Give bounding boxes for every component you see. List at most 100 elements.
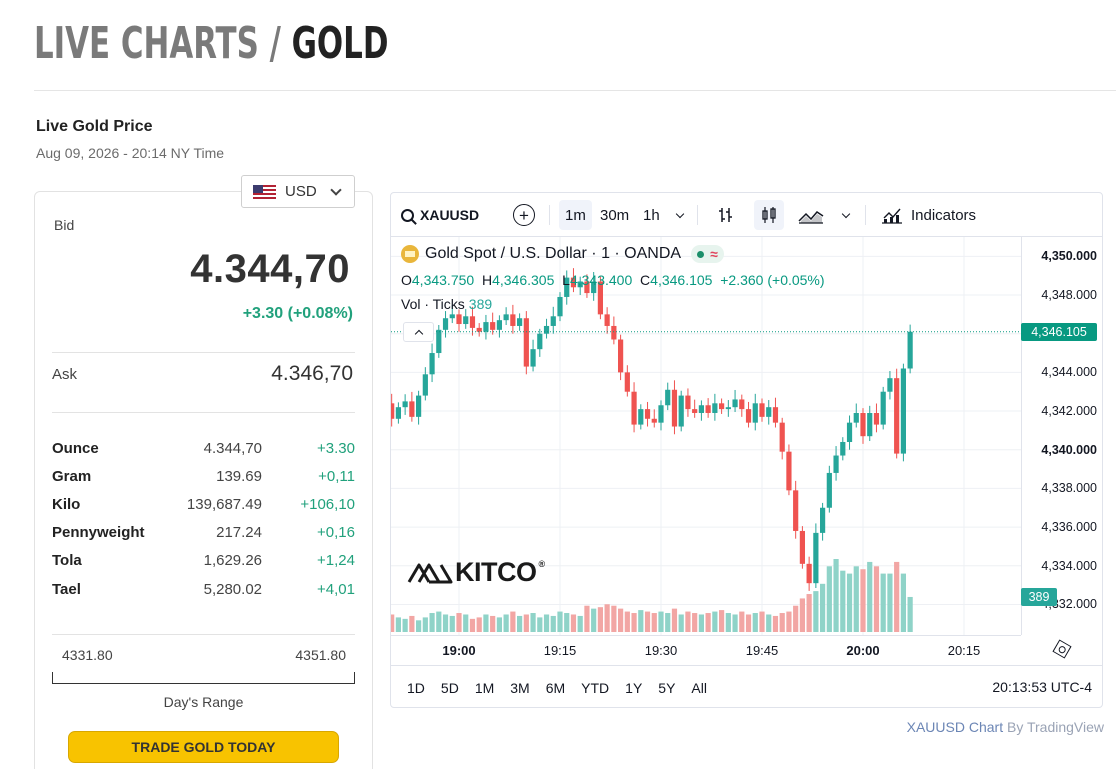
volume-bar — [725, 613, 731, 632]
candle — [766, 400, 772, 425]
candle-body — [692, 409, 698, 413]
candle — [584, 274, 590, 298]
indicators-button[interactable]: Indicators — [881, 200, 976, 230]
volume-bar — [644, 611, 651, 632]
range-tab-5d[interactable]: 5D — [440, 679, 459, 696]
volume-bar — [584, 605, 590, 632]
candle — [658, 400, 664, 431]
price-tick-label: 4,334.000 — [1041, 558, 1097, 573]
range-tab-3m[interactable]: 3M — [510, 679, 530, 696]
time-axis[interactable]: 19:00 19:15 19:30 19:45 20:00 20:15 — [391, 635, 1021, 665]
timeframe-30m[interactable]: 30m — [600, 206, 630, 224]
volume-bar — [665, 613, 671, 632]
timeframe-menu[interactable] — [673, 200, 687, 230]
bar-replay-button[interactable] — [711, 200, 741, 230]
candle — [833, 446, 839, 481]
volume-bar — [732, 614, 738, 632]
candle-body — [712, 403, 718, 413]
candle-body — [820, 507, 826, 533]
candle — [725, 400, 731, 417]
settings-icon[interactable] — [1052, 639, 1072, 659]
market-status-badge[interactable]: ≈ — [691, 245, 724, 263]
volume-bar — [813, 591, 819, 632]
tradingview-credit[interactable]: XAUUSD Chart By TradingView — [907, 719, 1104, 735]
candle-body — [799, 530, 805, 564]
candle-body — [523, 318, 529, 367]
candle-body — [476, 327, 482, 332]
unit-row-tola: Tola 1,629.26 +1,24 — [52, 547, 355, 575]
toolbar-divider — [697, 205, 698, 225]
live-price-timestamp: Aug 09, 2026 - 20:14 NY Time — [36, 145, 225, 161]
title-divider — [34, 90, 1116, 91]
range-tab-6m[interactable]: 6M — [545, 679, 566, 696]
candle — [449, 304, 455, 324]
candle — [564, 270, 570, 305]
candle-body — [638, 409, 644, 425]
candlestick-plot[interactable] — [391, 237, 1021, 635]
candle — [624, 365, 630, 397]
compare-symbol-button[interactable]: + — [513, 204, 535, 226]
range-tab-1d[interactable]: 1D — [407, 679, 425, 696]
candle-body — [719, 403, 725, 410]
bars-icon — [719, 208, 732, 222]
candles-chart-button[interactable] — [754, 200, 784, 230]
candle-body — [698, 405, 704, 413]
credit-by: By TradingView — [1006, 719, 1104, 735]
candle — [739, 394, 745, 417]
unit-name: Tael — [52, 580, 81, 598]
unit-change: +106,10 — [300, 495, 355, 513]
candle-body — [463, 316, 469, 325]
volume-bar — [517, 615, 523, 632]
candle-body — [517, 318, 523, 326]
candle-body — [766, 407, 772, 417]
candle — [651, 409, 657, 428]
candle — [523, 311, 529, 375]
volume-bar — [624, 611, 630, 632]
chevron-down-icon — [841, 209, 851, 218]
candle-body — [867, 412, 873, 437]
candle-body — [772, 407, 779, 423]
currency-select-value: USD — [285, 183, 317, 200]
candle-body — [813, 532, 819, 584]
candle — [759, 398, 765, 422]
volume-bar — [806, 594, 812, 632]
candle-body — [786, 451, 792, 491]
timeframe-1m[interactable]: 1m — [559, 200, 592, 230]
time-tick-label: 20:15 — [947, 643, 981, 658]
price-axis[interactable]: 4,350.0004,348.0004,346.0004,344.0004,34… — [1021, 237, 1103, 635]
candle — [638, 404, 644, 430]
currency-select[interactable]: USD — [241, 175, 355, 208]
range-tab-1y[interactable]: 1Y — [625, 679, 643, 696]
legend-collapse-button[interactable] — [403, 322, 434, 342]
unit-change: +0,16 — [317, 524, 355, 542]
volume-bar — [772, 615, 779, 632]
chart-type-menu[interactable] — [839, 200, 853, 230]
candle — [692, 399, 698, 418]
range-tab-all[interactable]: All — [691, 679, 707, 696]
candle-body — [779, 422, 785, 452]
credit-link[interactable]: XAUUSD Chart — [906, 719, 1004, 735]
symbol-search[interactable]: XAUUSD — [401, 200, 479, 230]
high-value: 4,346.305 — [492, 272, 555, 288]
close-label: C — [640, 272, 651, 288]
candle — [530, 339, 536, 372]
unit-change: +0,11 — [318, 467, 355, 485]
candle-body — [584, 281, 590, 294]
volume-bar — [638, 610, 644, 632]
unit-name: Gram — [52, 467, 92, 485]
area-chart-button[interactable] — [796, 200, 826, 230]
chart-clock[interactable]: 20:13:53 UTC-4 — [992, 679, 1092, 695]
unit-name: Tola — [52, 552, 82, 570]
volume-bar — [456, 613, 462, 632]
low-value: 4,343.400 — [569, 272, 633, 288]
range-tab-ytd[interactable]: YTD — [581, 679, 610, 696]
timeframe-1h[interactable]: 1h — [643, 206, 660, 224]
range-tab-1m[interactable]: 1M — [474, 679, 495, 696]
candle — [402, 394, 408, 415]
trade-gold-button[interactable]: TRADE GOLD TODAY — [68, 731, 339, 763]
unit-row-ounce: Ounce 4.344,70 +3.30 — [52, 434, 355, 462]
candle-body — [490, 322, 496, 330]
day-range-high: 4351.80 — [295, 647, 346, 663]
candle-body — [793, 490, 799, 531]
range-tab-5y[interactable]: 5Y — [658, 679, 676, 696]
